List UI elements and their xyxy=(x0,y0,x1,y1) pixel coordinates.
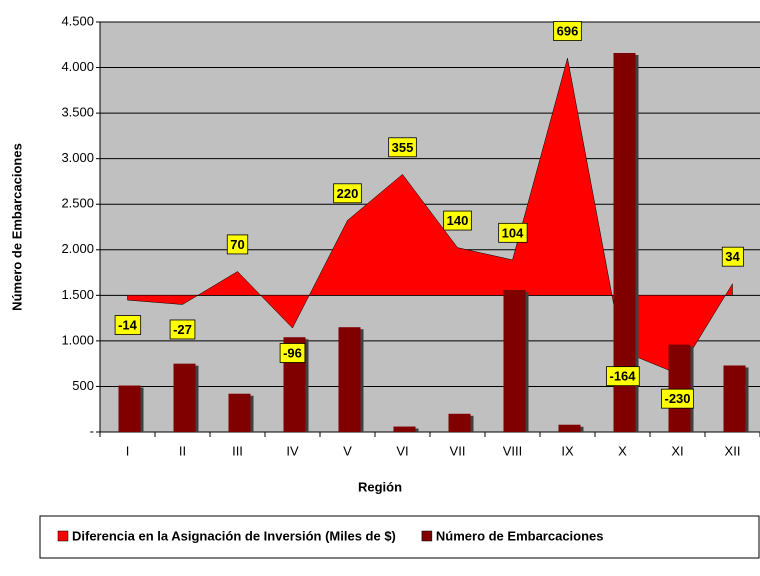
y-tick-label: 2.500 xyxy=(61,196,94,211)
bar xyxy=(503,289,526,432)
data-label-group: -27 xyxy=(169,319,196,340)
data-label: 355 xyxy=(392,140,414,155)
legend-swatch xyxy=(421,530,433,542)
x-tick-label: X xyxy=(618,443,627,458)
data-label-box xyxy=(721,246,744,267)
y-tick-label: 3.500 xyxy=(61,105,94,120)
data-label-box xyxy=(661,388,694,409)
data-label-box xyxy=(388,137,417,158)
legend-label: Diferencia en la Asignación de Inversión… xyxy=(72,528,396,543)
data-label-box xyxy=(169,319,196,340)
data-label-box xyxy=(606,366,640,387)
data-label: 696 xyxy=(557,24,579,39)
data-label: 34 xyxy=(725,249,740,264)
x-tick-label: IX xyxy=(561,443,574,458)
bar xyxy=(338,327,361,432)
x-tick-label: VIII xyxy=(503,443,523,458)
y-tick-label: 1.500 xyxy=(61,287,94,302)
data-label: -27 xyxy=(173,322,192,337)
data-label: -230 xyxy=(664,391,690,406)
x-tick-label: V xyxy=(343,443,352,458)
x-tick-label: I xyxy=(126,443,130,458)
data-label-box xyxy=(279,343,306,363)
y-tick-label: 500 xyxy=(72,378,94,393)
data-label: 70 xyxy=(230,237,244,252)
x-tick-label: IV xyxy=(286,443,299,458)
data-label-group: 34 xyxy=(721,246,744,267)
data-label-group: 70 xyxy=(226,234,249,255)
legend-box xyxy=(39,515,760,559)
x-tick-label: III xyxy=(232,443,243,458)
bar xyxy=(118,385,141,432)
data-label: -14 xyxy=(118,318,138,333)
data-label-box xyxy=(333,183,362,204)
y-tick-label: 4.000 xyxy=(61,59,94,74)
data-label-group: -164 xyxy=(606,366,640,387)
legend-swatch xyxy=(57,530,69,542)
bar xyxy=(448,413,471,432)
data-label-group: -230 xyxy=(661,388,694,409)
y-axis-title: Número de Embarcaciones xyxy=(9,143,24,311)
data-label-group: -96 xyxy=(279,343,306,363)
data-label-box xyxy=(114,315,142,335)
y-tick-label: 3.000 xyxy=(61,150,94,165)
data-label: 220 xyxy=(337,186,359,201)
bar xyxy=(228,393,251,432)
legend-label: Número de Embarcaciones xyxy=(436,528,604,543)
bar xyxy=(558,424,581,432)
bar xyxy=(613,52,636,432)
data-label-group: 104 xyxy=(498,222,528,243)
data-label-group: 140 xyxy=(443,210,472,231)
data-label: 140 xyxy=(447,213,469,228)
data-label-group: -14 xyxy=(114,315,142,335)
data-label-group: 355 xyxy=(388,137,417,158)
area xyxy=(127,58,733,375)
bar xyxy=(173,363,196,432)
data-label: -96 xyxy=(283,345,302,360)
y-tick-label: 1.000 xyxy=(61,332,94,347)
data-label-group: 220 xyxy=(333,183,362,204)
data-label-box xyxy=(443,210,472,231)
y-tick-label: 2.000 xyxy=(61,241,94,256)
x-tick-label: II xyxy=(179,443,186,458)
bar xyxy=(668,344,691,432)
bar xyxy=(723,365,746,432)
x-tick-label: XII xyxy=(725,443,741,458)
data-label: 104 xyxy=(502,225,524,240)
x-tick-label: VI xyxy=(396,443,408,458)
y-tick-label: 4.500 xyxy=(61,13,94,28)
bar xyxy=(393,426,416,432)
x-tick-label: VII xyxy=(450,443,466,458)
y-tick-label: - xyxy=(90,423,94,438)
data-label-group: 696 xyxy=(553,21,582,41)
data-label-box xyxy=(498,222,528,243)
data-label-box xyxy=(226,234,249,255)
x-axis-title: Región xyxy=(358,479,402,494)
data-label: -164 xyxy=(609,369,636,384)
x-tick-label: XI xyxy=(671,443,683,458)
data-label-box xyxy=(553,21,582,41)
